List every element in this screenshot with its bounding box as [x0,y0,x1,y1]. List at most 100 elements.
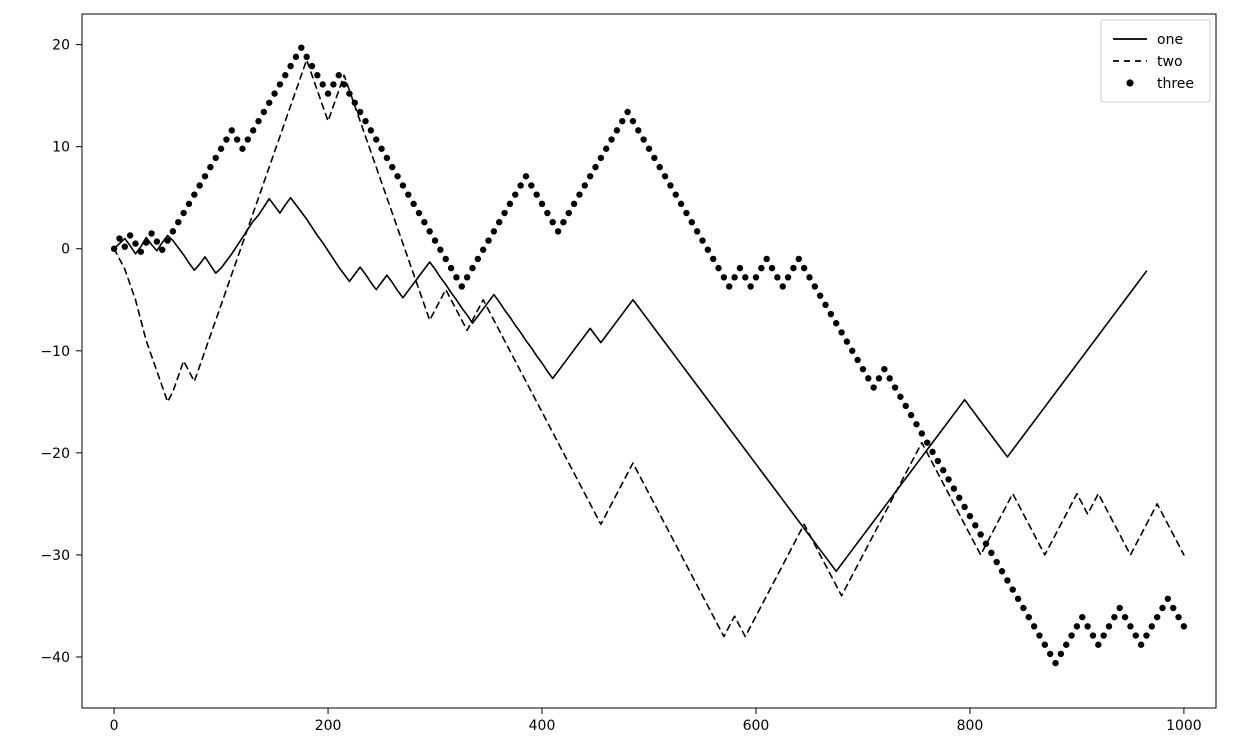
data-point [887,375,893,381]
data-point [180,210,186,216]
data-point [731,274,737,280]
data-point [111,246,117,252]
data-point [453,274,459,280]
data-point [1122,614,1128,620]
y-tick-label: −30 [40,548,70,564]
data-point [400,182,406,188]
data-point [239,146,245,152]
data-point [694,228,700,234]
data-point [796,256,802,262]
legend-label: one [1157,32,1183,48]
chart-container: 02004006008001000−40−30−20−1001020onetwo… [0,0,1240,753]
data-point [389,164,395,170]
data-point [576,191,582,197]
data-point [892,384,898,390]
data-point [164,237,170,243]
data-point [619,118,625,124]
data-point [571,201,577,207]
data-point [1100,632,1106,638]
data-point [1111,614,1117,620]
data-point [394,173,400,179]
y-tick-label: 0 [61,242,70,258]
data-point [250,127,256,133]
data-point [1106,623,1112,629]
data-point [1042,642,1048,648]
data-point [202,173,208,179]
data-point [491,228,497,234]
data-point [1143,632,1149,638]
data-point [362,118,368,124]
data-point [801,265,807,271]
data-point [277,81,283,87]
data-point [1004,577,1010,583]
x-tick-label: 400 [529,718,556,734]
data-point [614,127,620,133]
y-tick-label: 10 [52,140,70,156]
data-point [229,127,235,133]
data-point [673,191,679,197]
data-point [705,247,711,253]
data-point [817,292,823,298]
data-point [854,357,860,363]
data-point [603,146,609,152]
y-tick-label: −20 [40,446,70,462]
data-point [763,256,769,262]
x-tick-label: 600 [743,718,770,734]
data-point [758,265,764,271]
data-point [726,283,732,289]
data-point [1127,623,1133,629]
data-point [667,182,673,188]
data-point [223,136,229,142]
data-point [196,182,202,188]
data-point [903,403,909,409]
x-tick-label: 800 [957,718,984,734]
data-point [940,467,946,473]
data-point [742,274,748,280]
data-point [1026,614,1032,620]
data-point [373,136,379,142]
data-point [790,265,796,271]
data-point [993,559,999,565]
data-point [1159,605,1165,611]
data-point [143,239,149,245]
x-tick-label: 200 [315,718,342,734]
data-point [635,127,641,133]
data-point [464,274,470,280]
legend-sample-dot [1126,79,1133,86]
y-tick-label: 20 [52,38,70,54]
data-point [908,412,914,418]
data-point [410,201,416,207]
data-point [154,238,160,244]
data-point [159,247,165,253]
data-point [769,265,775,271]
data-point [598,155,604,161]
data-point [865,375,871,381]
data-point [507,201,513,207]
data-point [405,191,411,197]
data-point [774,274,780,280]
data-point [640,136,646,142]
data-point [138,249,144,255]
data-point [448,265,454,271]
data-point [961,504,967,510]
data-point [683,210,689,216]
data-point [651,155,657,161]
data-point [245,136,251,142]
data-point [533,191,539,197]
data-point [218,146,224,152]
data-point [336,72,342,78]
data-point [844,338,850,344]
data-point [587,173,593,179]
line-scatter-chart: 02004006008001000−40−30−20−1001020onetwo… [0,0,1240,753]
data-point [699,237,705,243]
data-point [715,265,721,271]
data-point [849,348,855,354]
data-point [1074,623,1080,629]
data-point [838,329,844,335]
data-point [822,302,828,308]
data-point [592,164,598,170]
y-tick-label: −40 [40,650,70,666]
data-point [539,201,545,207]
data-point [148,230,154,236]
data-point [528,182,534,188]
